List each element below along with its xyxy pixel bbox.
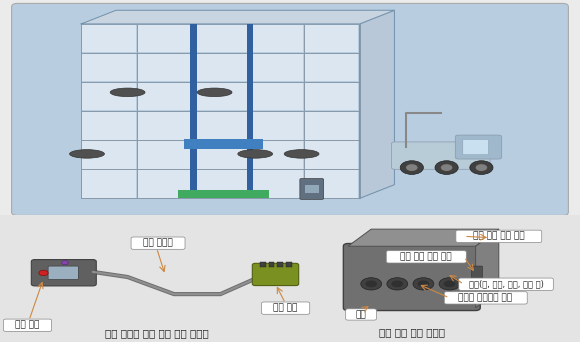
Bar — [82, 83, 136, 110]
FancyBboxPatch shape — [343, 244, 480, 311]
Circle shape — [418, 280, 429, 287]
Text: 센서 모듈: 센서 모듈 — [273, 304, 298, 313]
Circle shape — [406, 164, 418, 171]
Bar — [277, 262, 283, 267]
Circle shape — [439, 278, 460, 290]
Text: 진단 장치와 센서 모듈 연결 상태도: 진단 장치와 센서 모듈 연결 상태도 — [105, 328, 208, 339]
Bar — [249, 170, 303, 198]
Circle shape — [470, 161, 493, 174]
FancyBboxPatch shape — [12, 3, 568, 215]
FancyBboxPatch shape — [444, 292, 527, 304]
Circle shape — [392, 280, 403, 287]
Text: 유선 전원 입력 단자: 유선 전원 입력 단자 — [473, 232, 525, 241]
Circle shape — [413, 278, 434, 290]
Bar — [194, 141, 247, 169]
FancyBboxPatch shape — [3, 319, 52, 331]
Bar — [269, 262, 274, 267]
Ellipse shape — [284, 150, 319, 158]
Bar — [82, 25, 136, 52]
Bar — [305, 83, 358, 110]
Bar — [194, 54, 247, 81]
Polygon shape — [81, 10, 394, 24]
Bar — [194, 25, 247, 52]
Circle shape — [361, 278, 382, 290]
Bar — [82, 112, 136, 140]
FancyBboxPatch shape — [48, 266, 78, 279]
Circle shape — [365, 280, 377, 287]
FancyBboxPatch shape — [386, 251, 466, 263]
Bar — [305, 141, 358, 169]
FancyBboxPatch shape — [131, 237, 185, 249]
Circle shape — [400, 161, 423, 174]
Bar — [286, 262, 292, 267]
FancyBboxPatch shape — [459, 278, 553, 290]
FancyBboxPatch shape — [262, 302, 310, 314]
Text: 진단 장치 저면 사시도: 진단 장치 저면 사시도 — [379, 327, 445, 338]
Circle shape — [476, 164, 487, 171]
Bar — [249, 112, 303, 140]
Bar — [305, 25, 358, 52]
Ellipse shape — [70, 150, 104, 158]
Bar — [304, 185, 319, 193]
Text: 연결 케이블: 연결 케이블 — [143, 239, 173, 248]
Ellipse shape — [110, 88, 145, 97]
Text: 내부에 무선충전 회로: 내부에 무선충전 회로 — [458, 293, 513, 302]
Circle shape — [435, 161, 458, 174]
Circle shape — [39, 270, 48, 276]
FancyBboxPatch shape — [346, 309, 376, 320]
Bar — [138, 83, 191, 110]
Ellipse shape — [197, 88, 232, 97]
Bar — [260, 262, 266, 267]
Ellipse shape — [238, 150, 273, 158]
FancyBboxPatch shape — [456, 230, 542, 242]
Bar — [305, 112, 358, 140]
Bar — [249, 25, 303, 52]
Polygon shape — [476, 229, 499, 308]
Text: 센서(열, 압력, 온도, 냄새 등): 센서(열, 압력, 온도, 냄새 등) — [469, 280, 544, 289]
FancyBboxPatch shape — [392, 142, 490, 169]
Bar — [305, 54, 358, 81]
Text: 진단 장치: 진단 장치 — [15, 321, 39, 330]
Circle shape — [441, 164, 452, 171]
Bar — [194, 170, 247, 198]
FancyBboxPatch shape — [252, 263, 299, 286]
Bar — [138, 170, 191, 198]
Bar — [194, 83, 247, 110]
Bar — [138, 25, 191, 52]
Bar — [178, 190, 269, 198]
Bar — [184, 139, 263, 149]
FancyBboxPatch shape — [300, 179, 324, 199]
Circle shape — [444, 280, 455, 287]
Bar — [305, 170, 358, 198]
FancyBboxPatch shape — [31, 260, 96, 286]
Bar — [249, 54, 303, 81]
Bar — [249, 83, 303, 110]
Bar — [82, 170, 136, 198]
FancyBboxPatch shape — [472, 266, 483, 281]
Polygon shape — [360, 10, 394, 198]
Bar — [190, 24, 197, 198]
Bar — [138, 141, 191, 169]
FancyBboxPatch shape — [0, 215, 580, 342]
Bar — [138, 54, 191, 81]
Circle shape — [61, 261, 68, 265]
FancyBboxPatch shape — [463, 140, 488, 155]
Bar — [194, 112, 247, 140]
Bar — [82, 54, 136, 81]
Bar — [82, 141, 136, 169]
Bar — [138, 112, 191, 140]
Bar — [249, 141, 303, 169]
FancyBboxPatch shape — [455, 135, 502, 159]
Polygon shape — [348, 229, 499, 246]
Bar — [246, 24, 253, 198]
Bar — [481, 234, 496, 239]
Text: 자석: 자석 — [356, 310, 366, 319]
Circle shape — [387, 278, 408, 290]
Text: 센서 모듈 연결 소켓: 센서 모듈 연결 소켓 — [400, 252, 452, 261]
